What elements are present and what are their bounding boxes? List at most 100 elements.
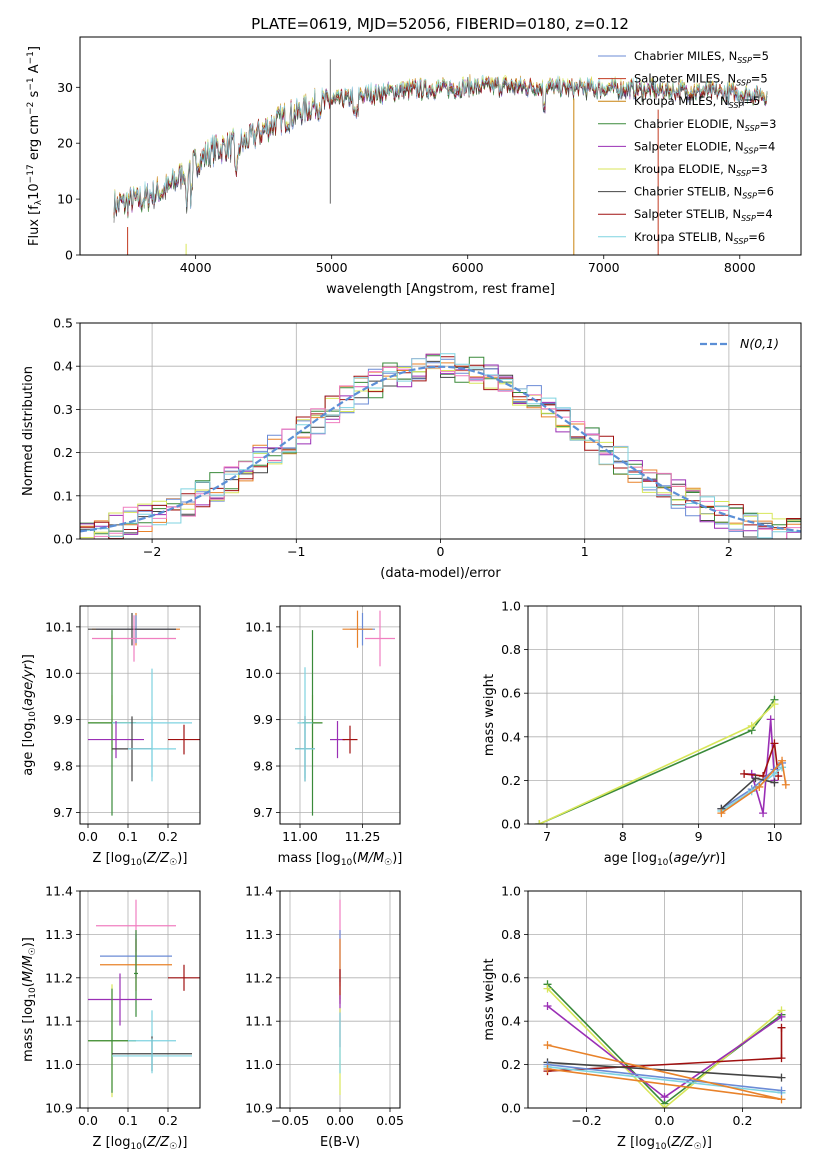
x-axis-label: mass [log10(M/M☉)] (278, 851, 403, 868)
label-part: (data-model)/error (380, 566, 501, 581)
legend-text: Chabrier STELIB, N (634, 185, 742, 199)
y-tick-label: 10.1 (45, 619, 73, 634)
y-tick-label: 11.3 (245, 927, 273, 942)
legend-value: =5 (743, 94, 760, 108)
label-part: s (27, 90, 42, 101)
label-part: Normed distribution (21, 366, 36, 496)
x-tick-label: −0.05 (271, 1113, 309, 1128)
y-tick-label: 0.0 (53, 532, 73, 547)
legend-sub: SSP (736, 79, 751, 88)
x-tick-label: 0.2 (158, 1113, 178, 1128)
y-tick-label: 0.2 (501, 1057, 521, 1072)
axes-frame (79, 890, 201, 1109)
weight-series (539, 699, 776, 824)
axes-spectrum: 4000 5000 6000 7000 8000 0 10 20 30 wavelength [A… (26, 36, 802, 297)
errorbar-point (168, 964, 200, 991)
label-part: )] (702, 1135, 712, 1150)
y-axis-label: age [log10(age/yr)] (21, 654, 38, 776)
label-part: mass [log (21, 999, 36, 1062)
weight-marker (535, 820, 544, 824)
label-part: ( (142, 1135, 147, 1150)
legend-label: Salpeter STELIB, NSSP=4 (634, 207, 773, 223)
x-tick-label: −1 (287, 544, 305, 559)
x-axis-label: wavelength [Angstrom, rest frame] (326, 282, 555, 297)
weight-marker (660, 1104, 669, 1108)
y-tick-label: 9.8 (53, 759, 73, 774)
weight-series (720, 758, 787, 814)
label-part: −17 (26, 164, 36, 183)
y-tick-label: 30 (57, 80, 73, 95)
x-axis-label: (data-model)/error (380, 566, 501, 581)
errorbar-point (342, 610, 373, 648)
label-part: A (27, 64, 42, 77)
y-axis-label: mass weight (482, 674, 497, 756)
legend-label: Salpeter MILES, NSSP=5 (634, 72, 768, 88)
x-tick-label: 0.1 (118, 1113, 138, 1128)
label-part: )] (21, 937, 36, 947)
legend-sub: SSP (741, 214, 756, 223)
y-axis-label: mass [log10(M/M☉)] (21, 937, 38, 1062)
x-tick-label: 0.2 (733, 1113, 753, 1128)
y-tick-label: 11.2 (45, 970, 73, 985)
label-part: ( (666, 1135, 671, 1150)
label-part: 10 (655, 1142, 667, 1152)
x-tick-label: 0.1 (118, 829, 138, 844)
x-tick-label: 5000 (316, 260, 348, 275)
legend-value: =6 (748, 230, 765, 244)
x-tick-label: 0 (437, 544, 445, 559)
y-axis-label: Flux [fλ10−17 erg cm−2 s−1 A−1] (26, 46, 44, 246)
y-tick-label: 11.4 (245, 884, 273, 899)
label-part: age [log (21, 723, 36, 776)
y-tick-label: 9.9 (253, 712, 273, 727)
y-tick-label: 1.0 (501, 599, 521, 614)
legend-label: Chabrier ELODIE, NSSP=3 (634, 117, 776, 133)
legend-sub: SSP (736, 169, 751, 178)
weight-marker (778, 756, 787, 765)
y-tick-label: 0.4 (501, 729, 521, 744)
label-part: −2 (26, 102, 36, 115)
label-part: 10 (130, 858, 142, 868)
histogram-series (80, 358, 801, 539)
label-part: 10 (130, 1142, 142, 1152)
x-tick-label: 2 (725, 544, 733, 559)
y-tick-label: 9.9 (53, 712, 73, 727)
weight-marker (770, 739, 779, 748)
errorbar-point (168, 724, 200, 755)
weight-marker (759, 809, 768, 818)
label-part: M/M (357, 851, 384, 866)
legend-text: Salpeter MILES, N (634, 72, 736, 86)
y-tick-label: 0.1 (53, 488, 73, 503)
label-part: age/yr (21, 663, 36, 706)
label-part: ☉ (28, 947, 38, 955)
x-axis-label: Z [log10(Z/Z☉)] (617, 1135, 712, 1152)
legend-label: Kroupa ELODIE, NSSP=3 (634, 162, 768, 178)
label-part: 10 (27, 183, 42, 200)
legend-value: =5 (751, 72, 768, 86)
normal-curve (80, 365, 801, 533)
legend-text: Salpeter ELODIE, N (634, 139, 744, 153)
x-tick-label: 6000 (452, 260, 484, 275)
weight-marker (751, 774, 760, 783)
legend-label: Kroupa MILES, NSSP=5 (634, 94, 760, 110)
legend-sub: SSP (745, 124, 760, 133)
y-tick-label: 10.1 (245, 619, 273, 634)
label-part: ☉ (694, 1142, 702, 1152)
y-tick-label: 11.4 (45, 884, 73, 899)
label-part: )] (715, 851, 725, 866)
x-tick-label: −2 (143, 544, 161, 559)
label-part: ( (21, 982, 36, 987)
y-tick-label: 0.0 (501, 1101, 521, 1116)
weight-marker (777, 1086, 786, 1095)
legend-sub: SSP (734, 237, 749, 246)
x-tick-label: 8 (619, 829, 627, 844)
y-tick-label: 0.4 (501, 1014, 521, 1029)
label-part: age [log (604, 851, 657, 866)
errorbar-point (134, 930, 138, 1017)
axes-weight_vs_Z: −0.2 0.0 0.2 0.0 0.2 0.4 0.6 0.8 1.0 Z [log10(Z/Z… (482, 884, 802, 1152)
y-tick-label: 11.1 (45, 1014, 73, 1029)
label-part: )] (392, 851, 402, 866)
weight-marker (543, 1002, 552, 1011)
label-part: 10 (28, 987, 38, 999)
errorbars (88, 899, 200, 1098)
axes-frame (527, 890, 802, 1109)
